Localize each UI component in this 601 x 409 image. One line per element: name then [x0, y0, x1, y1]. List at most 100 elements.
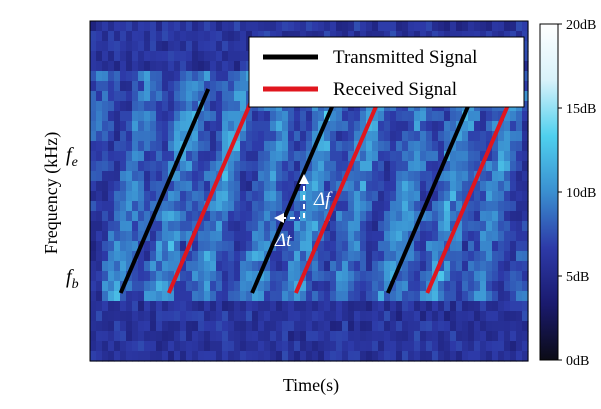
heatmap-cell [276, 131, 283, 142]
heatmap-cell [330, 131, 337, 142]
heatmap-cell [132, 81, 139, 92]
heatmap-cell [294, 161, 301, 172]
heatmap-cell [276, 121, 283, 132]
heatmap-cell [516, 111, 523, 122]
heatmap-cell [462, 221, 469, 232]
heatmap-cell [390, 151, 397, 162]
heatmap-cell [252, 231, 259, 242]
heatmap-cell [96, 231, 103, 242]
heatmap-cell [246, 341, 253, 352]
heatmap-cell [144, 231, 151, 242]
heatmap-cell [108, 201, 115, 212]
heatmap-cell [288, 231, 295, 242]
heatmap-cell [414, 181, 421, 192]
heatmap-cell [360, 221, 367, 232]
heatmap-cell [270, 231, 277, 242]
heatmap-cell [288, 131, 295, 142]
heatmap-cell [420, 191, 427, 202]
heatmap-cell [420, 211, 427, 222]
heatmap-cell [318, 121, 325, 132]
heatmap-cell [228, 181, 235, 192]
heatmap-cell [102, 241, 109, 252]
heatmap-cell [498, 191, 505, 202]
heatmap-cell [186, 61, 193, 72]
heatmap-cell [276, 311, 283, 322]
heatmap-cell [384, 211, 391, 222]
heatmap-cell [384, 191, 391, 202]
heatmap-cell [246, 331, 253, 342]
heatmap-cell [180, 211, 187, 222]
heatmap-cell [306, 21, 313, 32]
heatmap-cell [252, 151, 259, 162]
heatmap-cell [408, 341, 415, 352]
heatmap-cell [120, 41, 127, 52]
x-axis-label: Time(s) [283, 375, 339, 396]
heatmap-cell [456, 271, 463, 282]
heatmap-cell [510, 241, 517, 252]
heatmap-cell [270, 161, 277, 172]
heatmap-cell [234, 31, 241, 42]
heatmap-cell [276, 191, 283, 202]
heatmap-cell [120, 181, 127, 192]
heatmap-cell [306, 251, 313, 262]
heatmap-cell [300, 31, 307, 42]
heatmap-cell [324, 21, 331, 32]
heatmap-cell [96, 81, 103, 92]
heatmap-cell [522, 201, 529, 212]
heatmap-cell [504, 291, 511, 302]
heatmap-cell [282, 341, 289, 352]
heatmap-cell [408, 31, 415, 42]
heatmap-cell [168, 211, 175, 222]
heatmap-cell [96, 241, 103, 252]
heatmap-cell [396, 331, 403, 342]
heatmap-cell [144, 261, 151, 272]
heatmap-cell [396, 351, 403, 362]
heatmap-cell [162, 341, 169, 352]
heatmap-cell [330, 121, 337, 132]
heatmap-cell [498, 181, 505, 192]
heatmap-cell [240, 241, 247, 252]
heatmap-cell [138, 61, 145, 72]
heatmap-cell [234, 201, 241, 212]
heatmap-cell [522, 321, 529, 332]
heatmap-cell [120, 231, 127, 242]
heatmap-cell [234, 221, 241, 232]
plot-frame [89, 20, 529, 362]
heatmap-cell [258, 311, 265, 322]
heatmap-cell [282, 311, 289, 322]
heatmap-cell [360, 21, 367, 32]
heatmap-cell [240, 311, 247, 322]
heatmap-cell [516, 221, 523, 232]
heatmap-cell [228, 231, 235, 242]
heatmap-cell [468, 161, 475, 172]
heatmap-cell [516, 181, 523, 192]
heatmap-cell [96, 91, 103, 102]
heatmap-cell [420, 311, 427, 322]
heatmap-cell [192, 261, 199, 272]
heatmap-cell [288, 191, 295, 202]
heatmap-cell [504, 321, 511, 332]
heatmap-cell [516, 271, 523, 282]
heatmap-cell [522, 231, 529, 242]
heatmap-cell [246, 231, 253, 242]
heatmap-cell [312, 231, 319, 242]
heatmap-cell [174, 351, 181, 362]
heatmap-cell [156, 181, 163, 192]
heatmap-cell [114, 101, 121, 112]
heatmap-cell [108, 101, 115, 112]
heatmap-cell [378, 141, 385, 152]
heatmap-cell [348, 331, 355, 342]
heatmap-cell [156, 191, 163, 202]
heatmap-cell [234, 121, 241, 132]
heatmap-cell [420, 21, 427, 32]
heatmap-cell [90, 111, 97, 122]
heatmap-cell [312, 291, 319, 302]
heatmap-cell [210, 341, 217, 352]
heatmap-cell [354, 151, 361, 162]
heatmap-cell [252, 211, 259, 222]
heatmap-cell [444, 321, 451, 332]
heatmap-cell [246, 171, 253, 182]
colorbar-tick-label: 15dB [566, 102, 596, 117]
heatmap-cell [114, 41, 121, 52]
heatmap-cell [468, 351, 475, 362]
